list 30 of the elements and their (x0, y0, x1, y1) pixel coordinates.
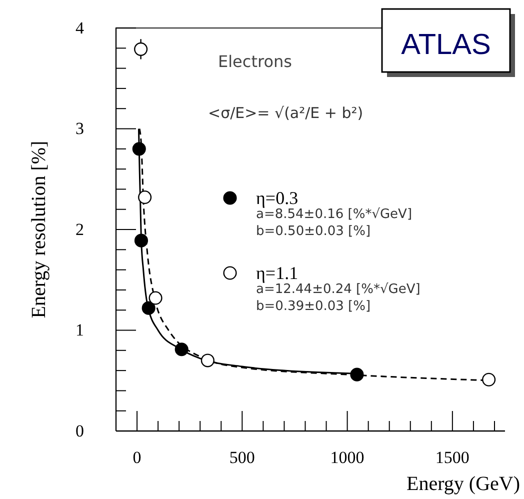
point (174, 342, 188, 356)
annotation: b=0.39±0.03 [%] (256, 299, 371, 314)
x-tick-label: 1500 (435, 448, 470, 467)
point (482, 372, 496, 386)
annotation: a=8.54±0.16 [%*√GeV] (256, 207, 412, 222)
annotation: <σ/E>= √(a²/E + b²) (208, 104, 364, 122)
y-tick-label: 0 (76, 421, 84, 440)
y-tick-label: 2 (76, 220, 84, 239)
point (138, 190, 152, 204)
x-axis-title: Energy (GeV) (406, 473, 520, 495)
point (132, 142, 146, 156)
annotation: b=0.50±0.03 [%] (256, 224, 371, 239)
legend-label: η=1.1 (256, 263, 298, 283)
legend-label: η=0.3 (256, 188, 298, 208)
y-tick-label: 4 (76, 18, 84, 38)
y-tick-label: 1 (76, 320, 84, 340)
point (148, 291, 162, 305)
point (134, 234, 148, 248)
y-axis-title: Energy resolution [%] (28, 140, 50, 318)
annotation: Electrons (218, 52, 292, 71)
point (200, 354, 214, 368)
point (134, 42, 148, 56)
x-tick-label: 1000 (330, 448, 364, 467)
y-tick-label: 3 (76, 119, 84, 138)
annotation: a=12.44±0.24 [%*√GeV] (256, 282, 420, 297)
x-tick-label: 0 (132, 448, 142, 467)
annotation: ATLAS (401, 29, 491, 61)
x-tick-label: 500 (229, 448, 255, 467)
point (142, 301, 156, 315)
point (350, 368, 364, 382)
